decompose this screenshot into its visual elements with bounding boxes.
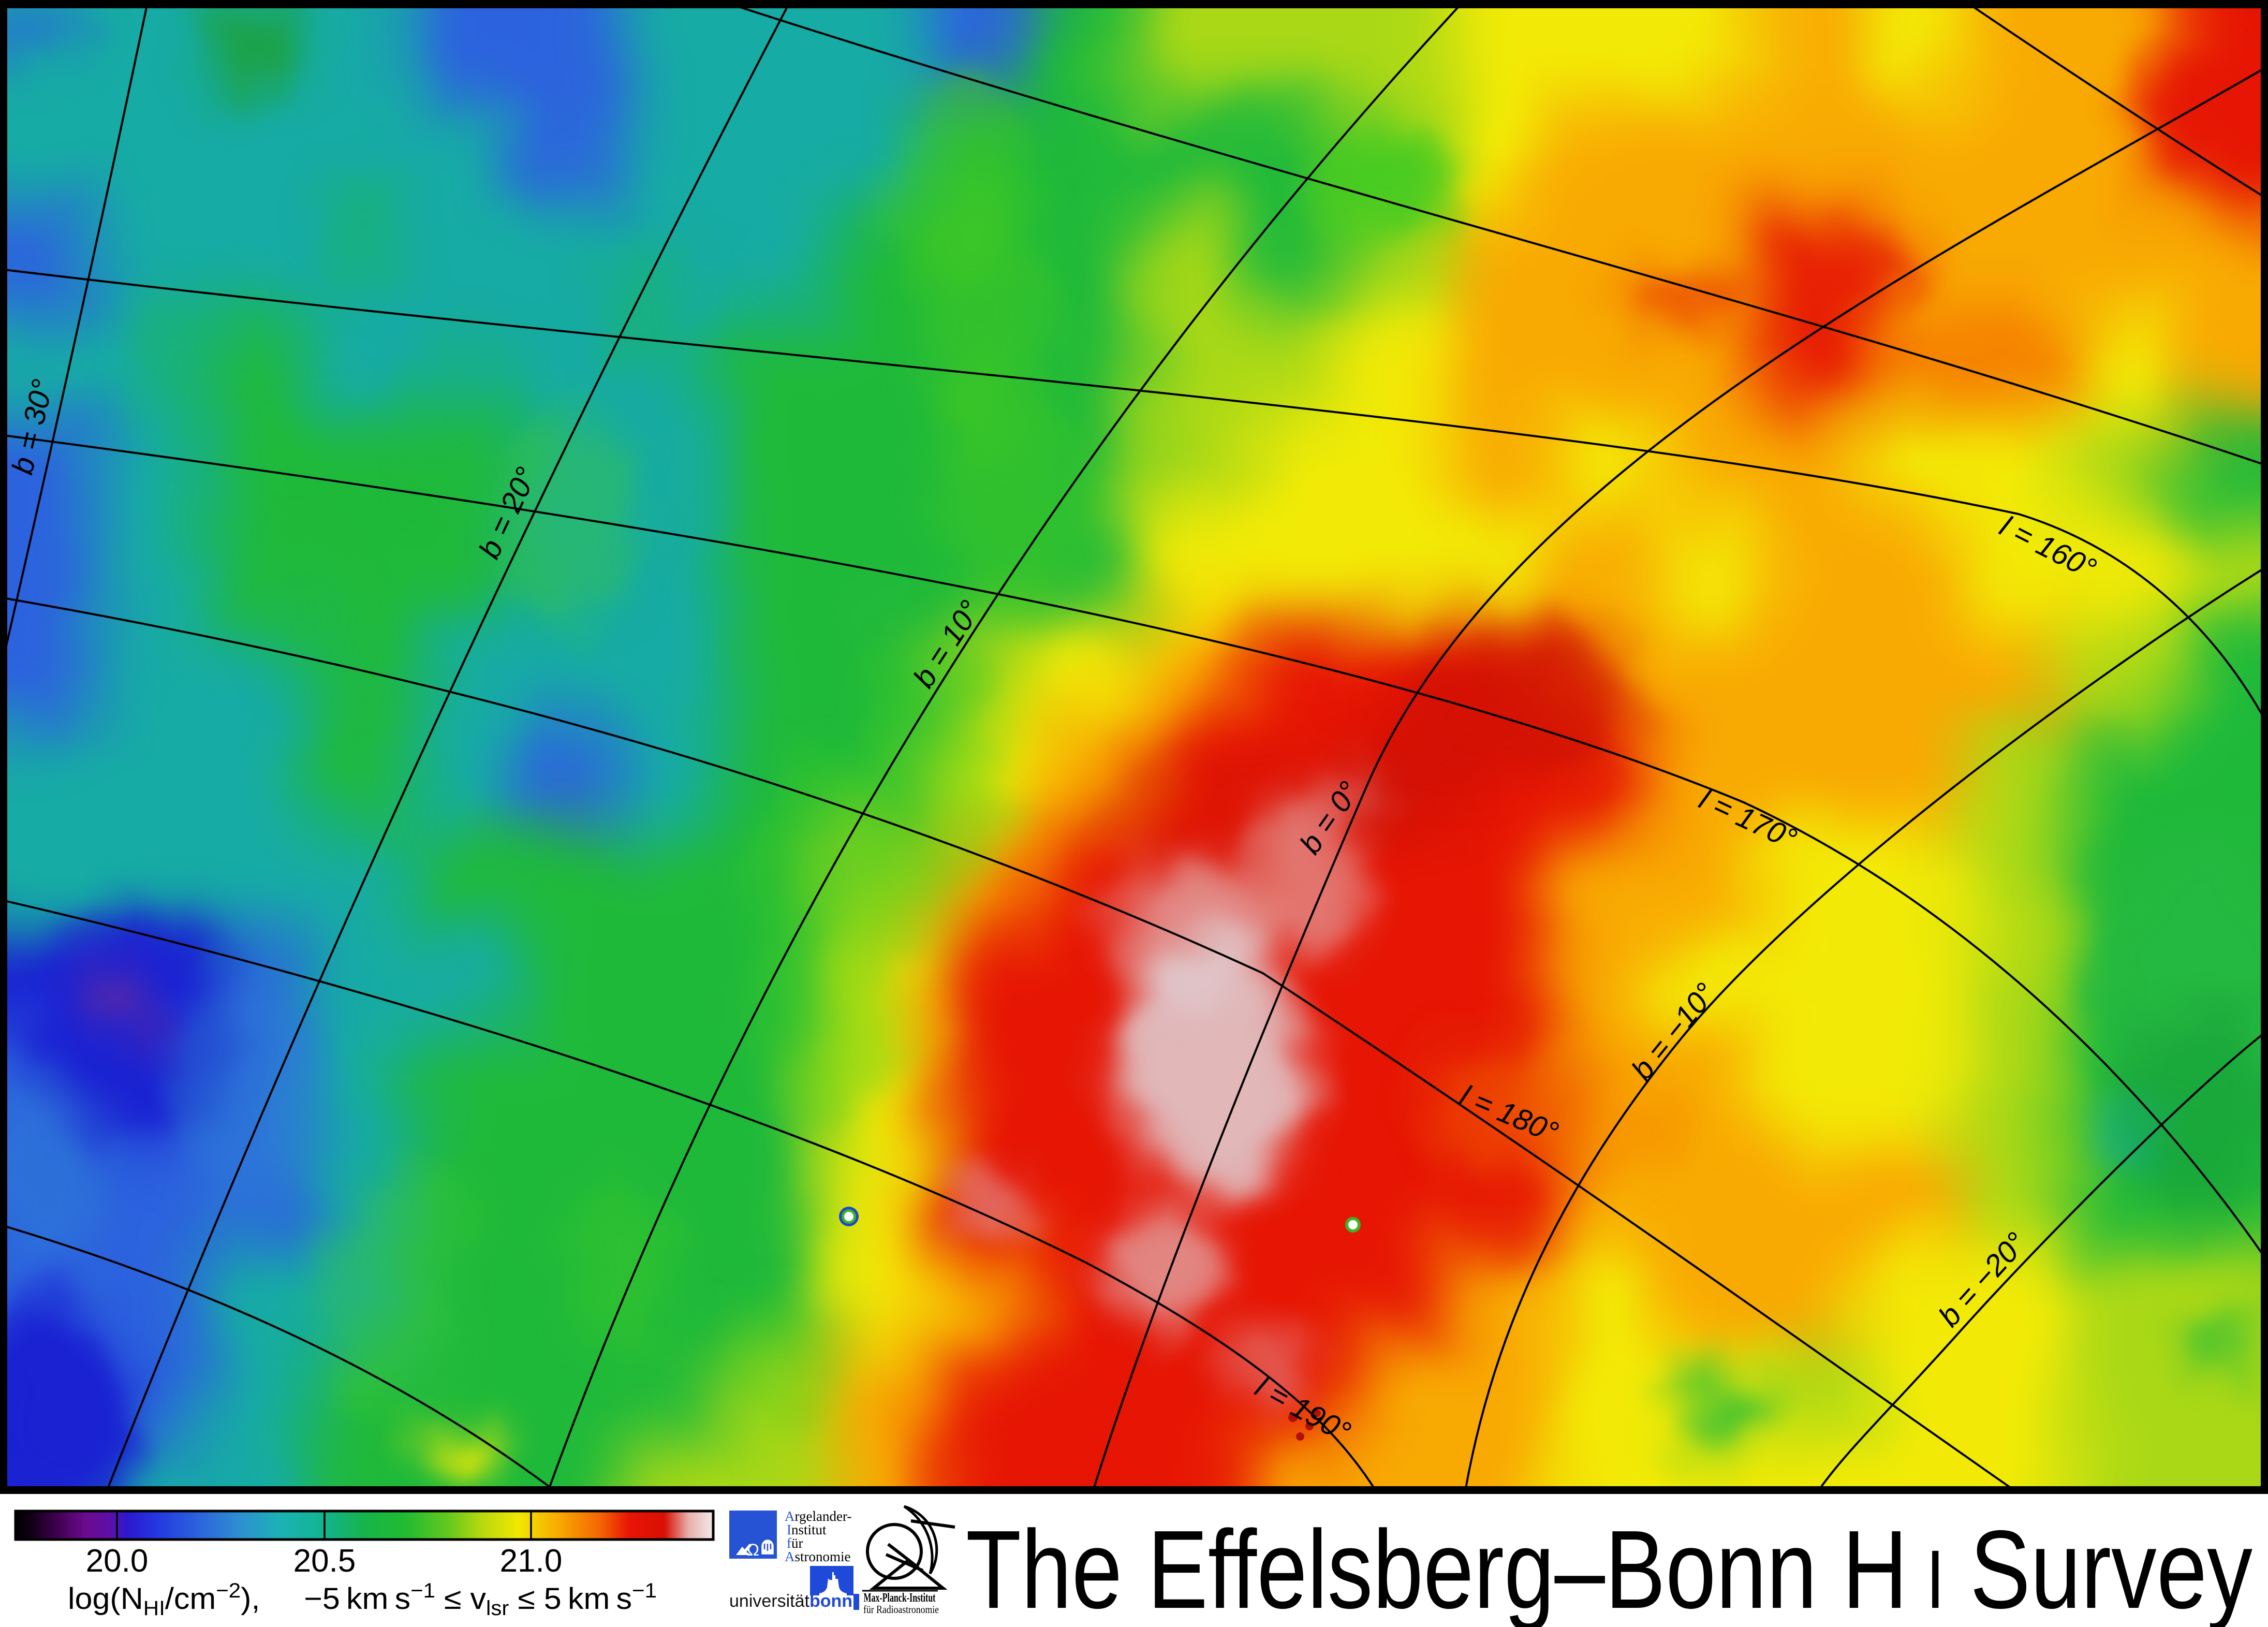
svg-text:Ω: Ω — [747, 1541, 759, 1559]
svg-text:für: für — [787, 1535, 803, 1551]
svg-text:The Effelsberg–Bonn H I Survey: The Effelsberg–Bonn H I Survey — [966, 1507, 2252, 1627]
svg-text:Institut: Institut — [787, 1522, 827, 1537]
svg-text:20.0: 20.0 — [86, 1543, 149, 1579]
svg-text:Argelander-: Argelander- — [785, 1508, 851, 1524]
svg-text:21.0: 21.0 — [500, 1543, 563, 1579]
svg-text:20.5: 20.5 — [293, 1543, 356, 1579]
svg-text:universitätbonn: universitätbonn — [729, 1591, 852, 1611]
svg-text:Astronomie: Astronomie — [785, 1549, 851, 1564]
svg-text:Max-Planck-Institut: Max-Planck-Institut — [864, 1591, 936, 1605]
svg-text:für Radioastronomie: für Radioastronomie — [863, 1603, 939, 1616]
svg-text:log(NHI/cm−2), −5 km s−1 ≤: log(N HI/cm −2), −5 km s −1 ≤ v lsr ≤ 5 km s… — [68, 1579, 657, 1620]
